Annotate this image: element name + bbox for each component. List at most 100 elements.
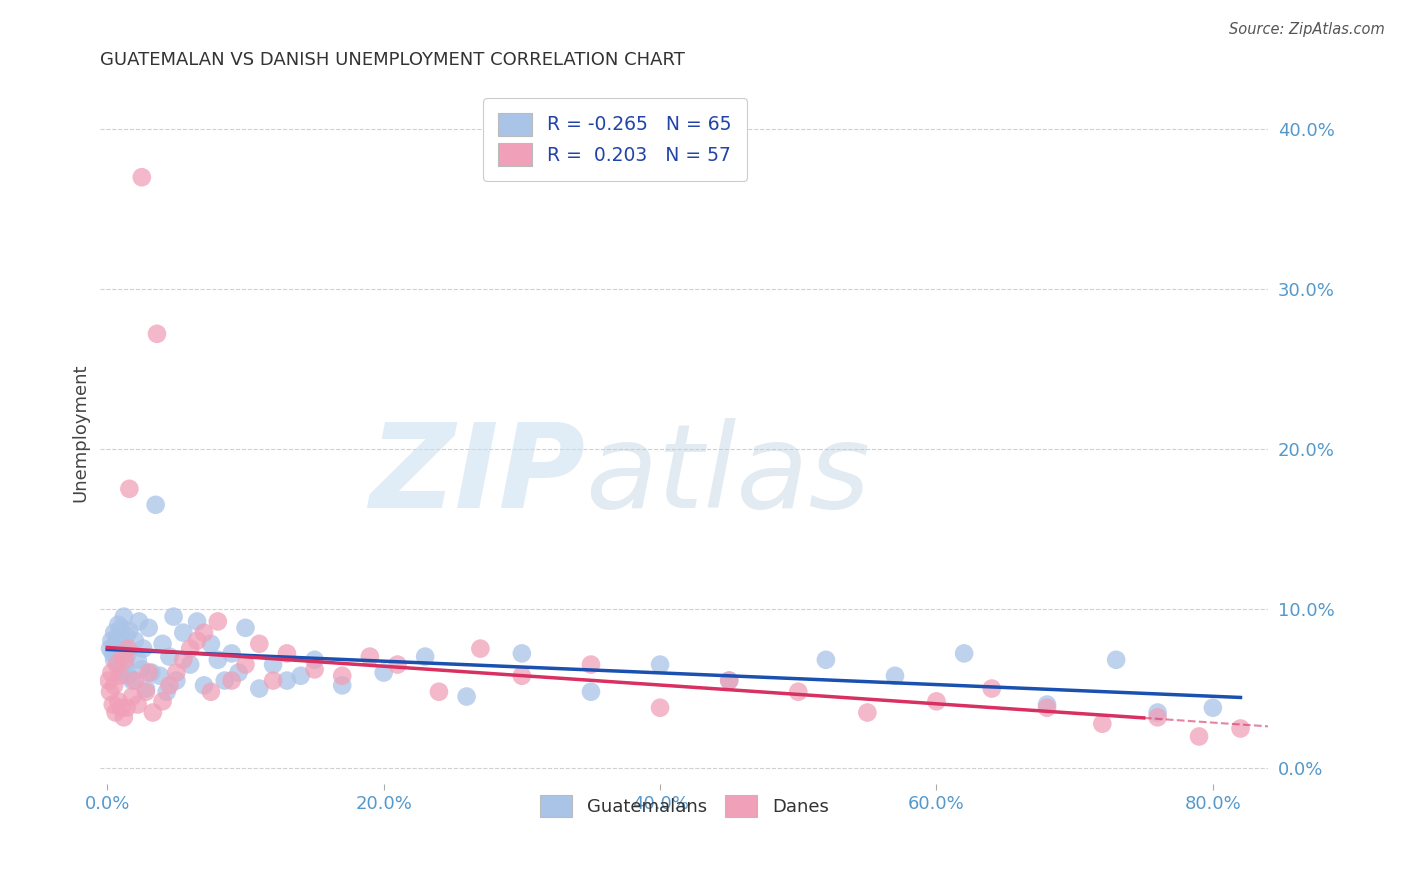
Point bbox=[186, 615, 208, 629]
Point bbox=[128, 615, 150, 629]
Point bbox=[179, 641, 201, 656]
Point bbox=[108, 669, 131, 683]
Point bbox=[132, 641, 155, 656]
Point bbox=[105, 631, 128, 645]
Point bbox=[186, 633, 208, 648]
Point bbox=[304, 662, 326, 676]
Point bbox=[114, 653, 136, 667]
Point bbox=[98, 685, 121, 699]
Point bbox=[127, 653, 149, 667]
Point bbox=[359, 649, 381, 664]
Point bbox=[103, 653, 125, 667]
Point bbox=[107, 694, 129, 708]
Point bbox=[1036, 698, 1059, 712]
Point bbox=[100, 633, 122, 648]
Point bbox=[172, 625, 194, 640]
Point bbox=[121, 690, 143, 704]
Point bbox=[925, 694, 948, 708]
Point bbox=[131, 662, 153, 676]
Point bbox=[142, 706, 165, 720]
Point bbox=[373, 665, 395, 680]
Point bbox=[115, 629, 138, 643]
Point bbox=[456, 690, 478, 704]
Text: ZIP: ZIP bbox=[368, 417, 585, 533]
Point bbox=[1202, 700, 1225, 714]
Legend: Guatemalans, Danes: Guatemalans, Danes bbox=[533, 789, 837, 824]
Point bbox=[115, 700, 138, 714]
Point bbox=[159, 678, 181, 692]
Point bbox=[98, 641, 121, 656]
Point bbox=[235, 621, 257, 635]
Point bbox=[152, 694, 174, 708]
Point bbox=[193, 678, 215, 692]
Point bbox=[648, 700, 671, 714]
Point bbox=[330, 678, 353, 692]
Point bbox=[510, 669, 533, 683]
Point bbox=[172, 653, 194, 667]
Text: GUATEMALAN VS DANISH UNEMPLOYMENT CORRELATION CHART: GUATEMALAN VS DANISH UNEMPLOYMENT CORREL… bbox=[100, 51, 685, 69]
Point bbox=[103, 625, 125, 640]
Point bbox=[104, 706, 127, 720]
Point bbox=[146, 326, 169, 341]
Point bbox=[103, 678, 125, 692]
Point bbox=[145, 498, 167, 512]
Point bbox=[149, 669, 172, 683]
Point bbox=[110, 640, 132, 654]
Text: Source: ZipAtlas.com: Source: ZipAtlas.com bbox=[1229, 22, 1385, 37]
Point bbox=[228, 665, 250, 680]
Point bbox=[276, 647, 298, 661]
Point bbox=[156, 685, 179, 699]
Point bbox=[814, 653, 837, 667]
Point bbox=[159, 649, 181, 664]
Point bbox=[953, 647, 976, 661]
Point bbox=[1146, 706, 1168, 720]
Point bbox=[165, 665, 187, 680]
Point bbox=[214, 673, 236, 688]
Point bbox=[111, 665, 134, 680]
Point bbox=[138, 665, 160, 680]
Point bbox=[108, 649, 131, 664]
Point bbox=[510, 647, 533, 661]
Point bbox=[884, 669, 907, 683]
Point bbox=[114, 657, 136, 672]
Point bbox=[112, 609, 135, 624]
Point bbox=[100, 665, 122, 680]
Point bbox=[193, 625, 215, 640]
Point bbox=[124, 633, 146, 648]
Point bbox=[304, 653, 326, 667]
Point bbox=[104, 637, 127, 651]
Point bbox=[247, 637, 270, 651]
Point bbox=[138, 621, 160, 635]
Point bbox=[117, 647, 139, 661]
Point bbox=[135, 681, 157, 696]
Point bbox=[579, 685, 602, 699]
Point bbox=[856, 706, 879, 720]
Point bbox=[110, 621, 132, 635]
Point bbox=[579, 657, 602, 672]
Point bbox=[1091, 716, 1114, 731]
Point bbox=[1146, 710, 1168, 724]
Point bbox=[135, 685, 157, 699]
Point bbox=[1229, 722, 1251, 736]
Point bbox=[131, 170, 153, 185]
Point bbox=[207, 615, 229, 629]
Point bbox=[127, 698, 149, 712]
Point bbox=[718, 673, 741, 688]
Point bbox=[165, 673, 187, 688]
Point bbox=[1188, 730, 1211, 744]
Point bbox=[117, 641, 139, 656]
Point bbox=[290, 669, 312, 683]
Point bbox=[110, 700, 132, 714]
Point bbox=[200, 685, 222, 699]
Point bbox=[276, 673, 298, 688]
Point bbox=[112, 710, 135, 724]
Point bbox=[235, 657, 257, 672]
Point bbox=[787, 685, 810, 699]
Point bbox=[121, 673, 143, 688]
Point bbox=[980, 681, 1002, 696]
Point bbox=[200, 637, 222, 651]
Point bbox=[141, 665, 163, 680]
Point bbox=[152, 637, 174, 651]
Point bbox=[101, 698, 124, 712]
Point bbox=[330, 669, 353, 683]
